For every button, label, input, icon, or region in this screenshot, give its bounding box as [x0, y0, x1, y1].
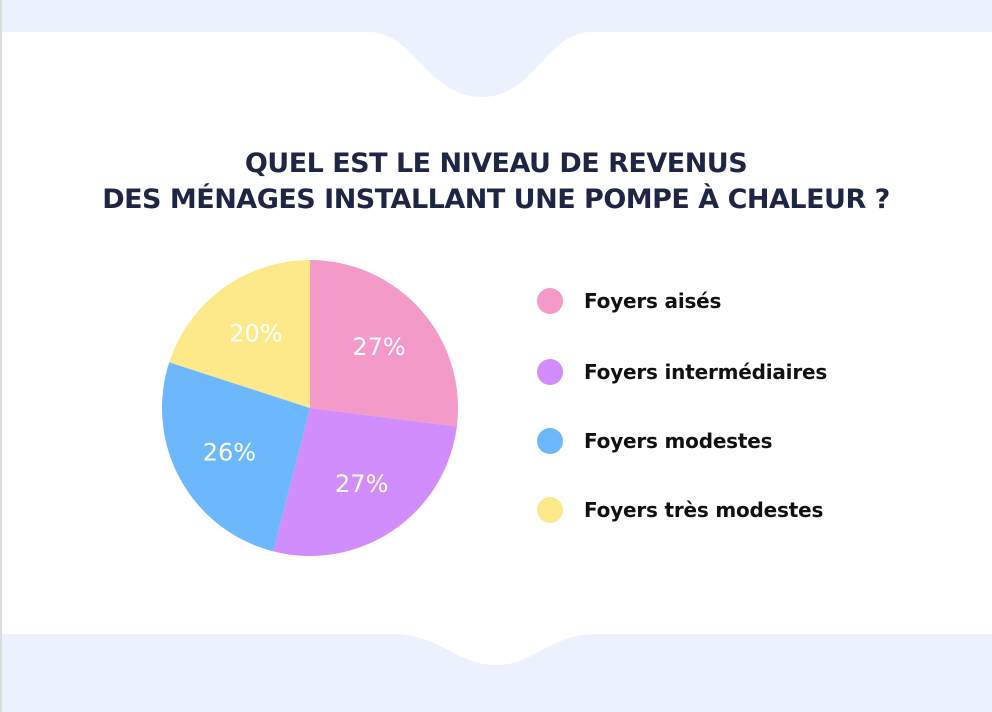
pie-chart: 27% 27% 26% 20%: [161, 260, 458, 556]
bottom-wave-band: [0, 634, 992, 712]
pie-slice-modestes: [161, 362, 310, 552]
pie-slice-aises: [310, 260, 458, 427]
legend-item-tres-modestes: Foyers très modestes: [537, 497, 823, 523]
legend-swatch-aises: [537, 288, 563, 314]
legend-swatch-intermediaires: [537, 359, 563, 385]
pie-value-label-modestes: 26%: [203, 438, 256, 466]
pie-slices: [161, 260, 458, 556]
chart-title: QUEL EST LE NIVEAU DE REVENUS DES MÉNAGE…: [0, 146, 992, 218]
chart-title-line-2: DES MÉNAGES INSTALLANT UNE POMPE À CHALE…: [102, 184, 890, 215]
chart-title-line-1: QUEL EST LE NIVEAU DE REVENUS: [244, 148, 748, 179]
pie-value-label-tres-modestes: 20%: [229, 320, 282, 348]
pie-value-labels: 27% 27% 26% 20%: [203, 320, 406, 499]
legend-item-modestes: Foyers modestes: [537, 428, 773, 454]
pie-slice-tres-modestes: [169, 260, 310, 408]
legend-label-tres-modestes: Foyers très modestes: [584, 498, 824, 522]
legend-label-modestes: Foyers modestes: [584, 429, 773, 453]
pie-value-label-aises: 27%: [352, 333, 405, 361]
page-edge: [0, 0, 2, 712]
legend-swatch-modestes: [537, 428, 563, 454]
legend-label-aises: Foyers aisés: [584, 289, 722, 313]
legend-label-intermediaires: Foyers intermédiaires: [584, 360, 828, 384]
pie-value-label-intermediaires: 27%: [335, 470, 388, 498]
legend-swatch-tres-modestes: [537, 497, 563, 523]
pie-slice-intermediaires: [273, 408, 457, 556]
top-wave-band: [0, 0, 992, 97]
legend-item-intermediaires: Foyers intermédiaires: [537, 359, 827, 385]
legend-item-aises: Foyers aisés: [537, 288, 721, 314]
